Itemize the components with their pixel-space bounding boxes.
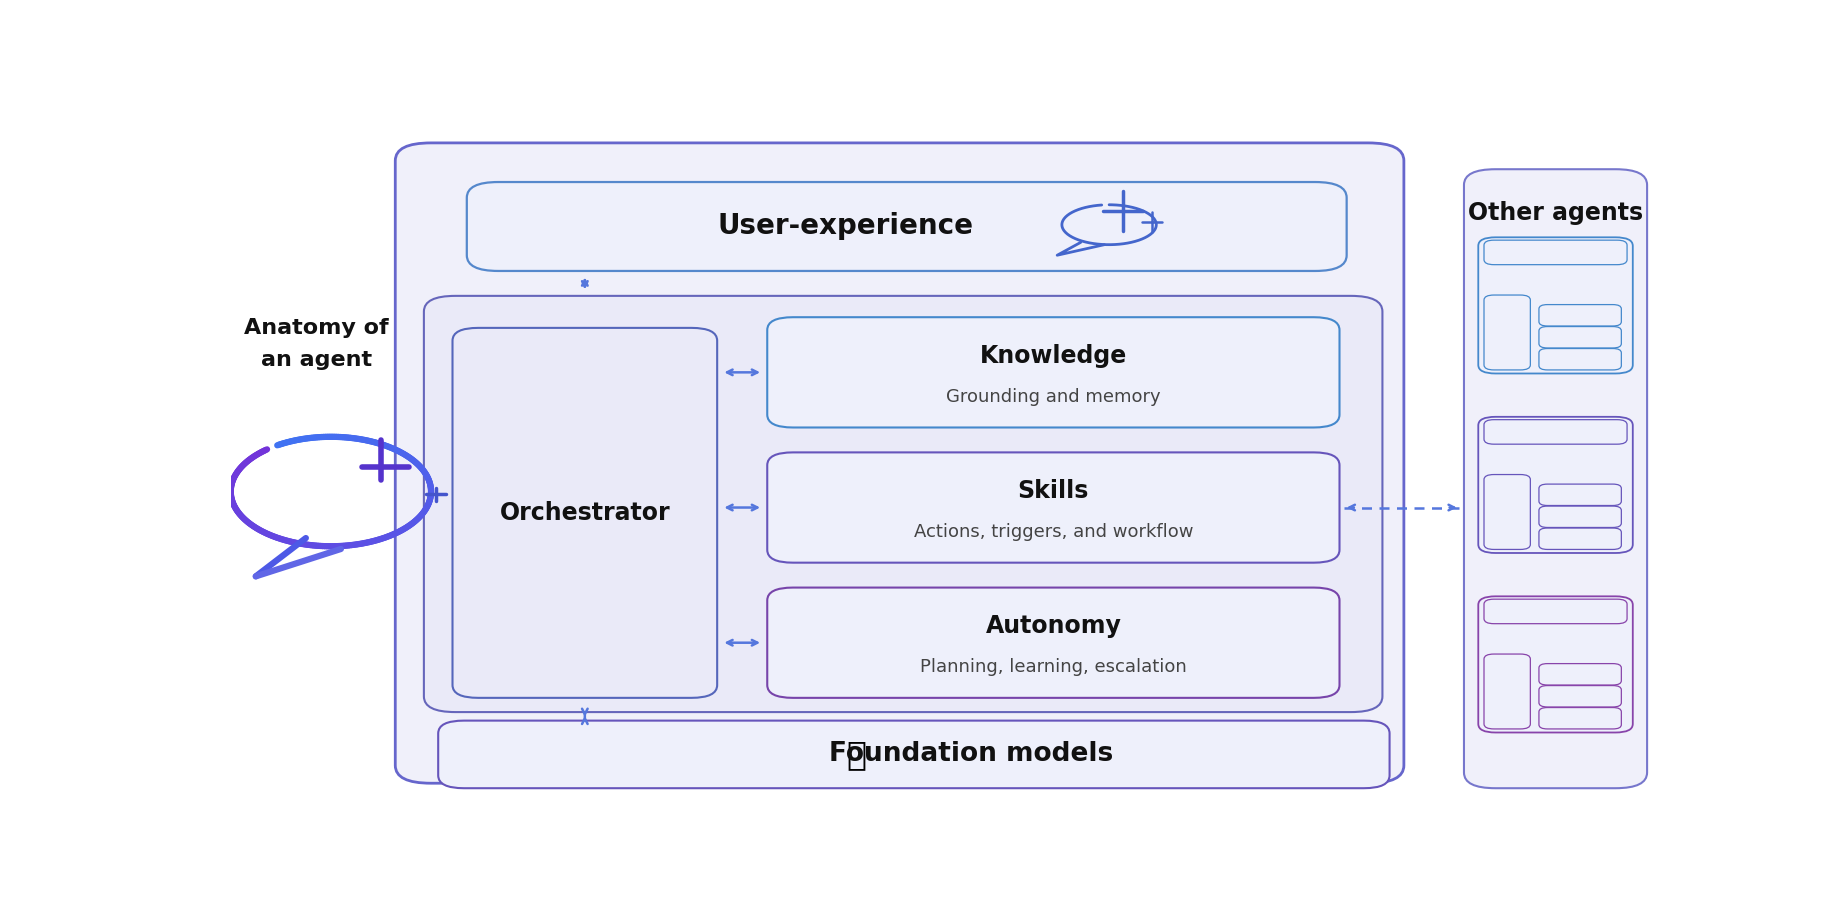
- Text: Grounding and memory: Grounding and memory: [945, 387, 1161, 406]
- FancyBboxPatch shape: [1479, 237, 1632, 373]
- FancyBboxPatch shape: [1540, 663, 1621, 685]
- FancyBboxPatch shape: [1484, 419, 1626, 444]
- Text: Other agents: Other agents: [1468, 201, 1643, 225]
- Text: Knowledge: Knowledge: [980, 344, 1128, 368]
- FancyBboxPatch shape: [768, 453, 1340, 563]
- FancyBboxPatch shape: [467, 182, 1348, 271]
- FancyBboxPatch shape: [395, 143, 1403, 784]
- FancyBboxPatch shape: [1540, 506, 1621, 528]
- FancyBboxPatch shape: [768, 317, 1340, 428]
- FancyBboxPatch shape: [1484, 599, 1626, 624]
- FancyBboxPatch shape: [1484, 295, 1530, 370]
- FancyBboxPatch shape: [1540, 528, 1621, 550]
- FancyBboxPatch shape: [1540, 305, 1621, 326]
- FancyBboxPatch shape: [438, 721, 1390, 788]
- FancyBboxPatch shape: [1479, 417, 1632, 553]
- FancyBboxPatch shape: [1484, 475, 1530, 550]
- FancyBboxPatch shape: [1479, 596, 1632, 733]
- Text: Autonomy: Autonomy: [986, 614, 1121, 638]
- Text: Foundation models: Foundation models: [829, 741, 1113, 768]
- FancyBboxPatch shape: [452, 328, 716, 698]
- Text: Actions, triggers, and workflow: Actions, triggers, and workflow: [914, 523, 1193, 541]
- Text: Skills: Skills: [1017, 479, 1089, 503]
- Text: Orchestrator: Orchestrator: [500, 501, 670, 525]
- FancyBboxPatch shape: [1540, 326, 1621, 348]
- FancyBboxPatch shape: [1484, 654, 1530, 729]
- FancyBboxPatch shape: [1540, 348, 1621, 370]
- Text: User-experience: User-experience: [716, 213, 973, 240]
- Text: Anatomy of: Anatomy of: [244, 318, 390, 338]
- FancyBboxPatch shape: [1484, 240, 1626, 264]
- Text: Planning, learning, escalation: Planning, learning, escalation: [919, 658, 1187, 676]
- Text: an agent: an agent: [260, 350, 373, 370]
- FancyBboxPatch shape: [1540, 708, 1621, 729]
- FancyBboxPatch shape: [425, 296, 1383, 712]
- FancyBboxPatch shape: [1540, 686, 1621, 707]
- Text: 🧠: 🧠: [847, 738, 868, 771]
- FancyBboxPatch shape: [1464, 169, 1647, 788]
- FancyBboxPatch shape: [768, 588, 1340, 698]
- FancyBboxPatch shape: [1540, 484, 1621, 505]
